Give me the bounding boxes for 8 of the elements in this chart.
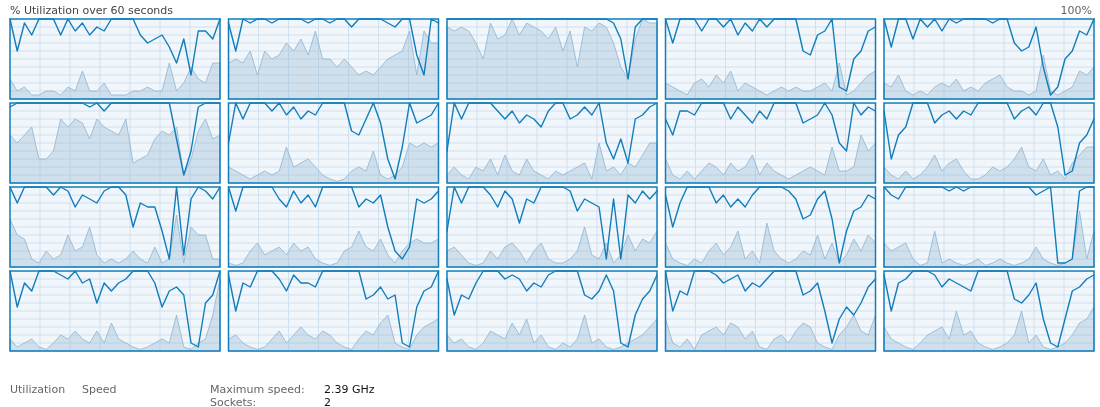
chart-title: % Utilization over 60 seconds — [10, 4, 174, 17]
text: 2 — [324, 396, 331, 407]
text: Speed — [82, 383, 117, 396]
text: 100% — [1060, 4, 1092, 17]
text: 2.39 GHz — [324, 383, 375, 396]
text: Sockets: — [210, 396, 257, 407]
text: Maximum speed: — [210, 383, 305, 396]
text: Utilization — [10, 383, 66, 396]
